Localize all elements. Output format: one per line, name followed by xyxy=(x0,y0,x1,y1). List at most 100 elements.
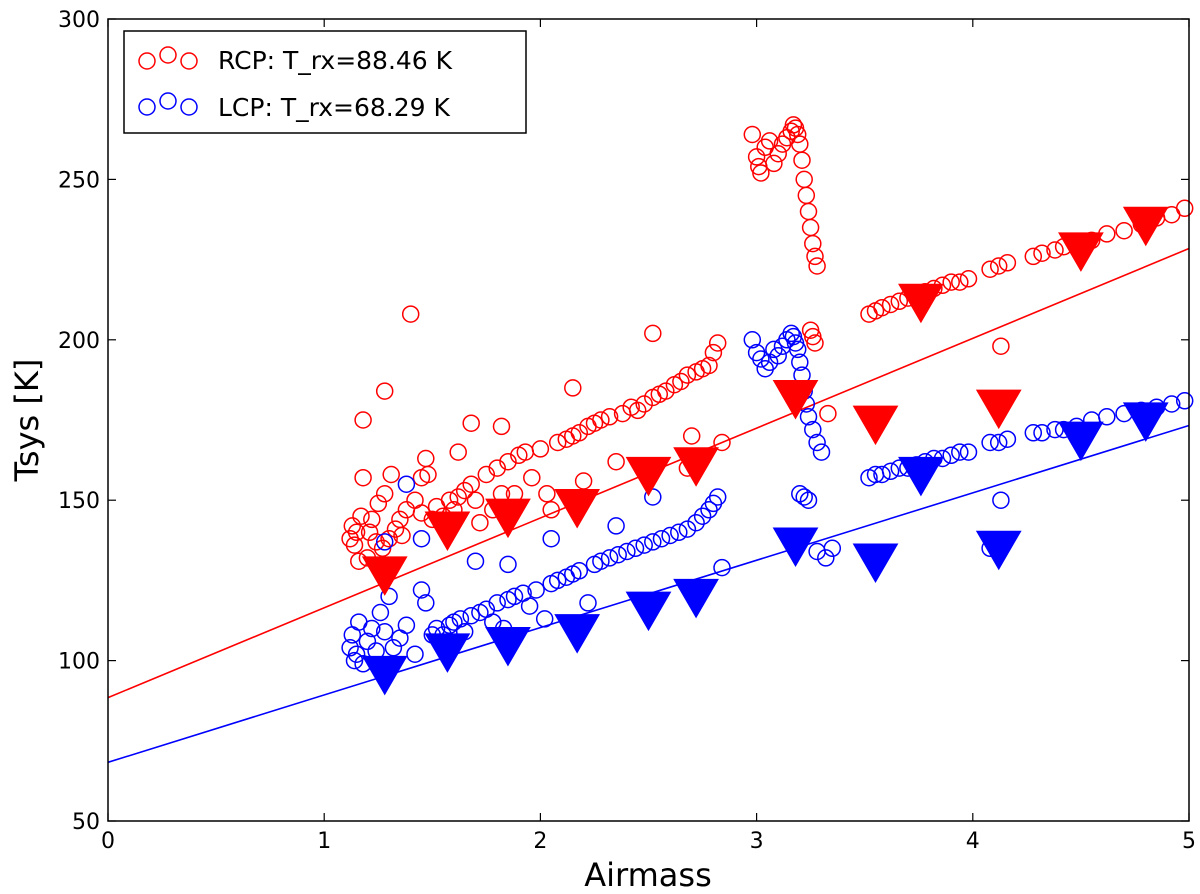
y-tick-label: 150 xyxy=(58,489,100,514)
axis-ticks: 0 1 2 3 4 5 50 100 150 200 250 300 xyxy=(58,8,1196,854)
lcp-average-marker xyxy=(424,633,471,673)
lcp-point xyxy=(998,430,1017,448)
rcp-point xyxy=(488,459,506,477)
rcp-point xyxy=(380,529,398,548)
rcp-point xyxy=(752,164,770,182)
rcp-point xyxy=(350,552,368,570)
lcp-point xyxy=(693,507,712,525)
rcp-point xyxy=(538,485,556,503)
rcp-point xyxy=(542,501,560,519)
rcp-point xyxy=(382,465,400,484)
x-tick-label: 3 xyxy=(750,829,764,854)
lcp-point xyxy=(1175,392,1194,410)
rcp-point xyxy=(492,417,511,436)
rcp-point xyxy=(564,379,582,397)
lcp-average-marker xyxy=(361,655,408,696)
rcp-average-marker xyxy=(852,405,899,446)
lcp-point xyxy=(752,350,770,368)
rcp-point xyxy=(499,452,517,471)
lcp-average-marker xyxy=(1122,402,1169,442)
lcp-point xyxy=(817,549,835,567)
rcp-point xyxy=(628,401,647,420)
rcp-average-marker xyxy=(1122,206,1169,247)
rcp-average-marker xyxy=(361,556,408,596)
legend-box xyxy=(123,30,527,134)
rcp-point xyxy=(682,427,701,445)
rcp-point xyxy=(354,411,372,429)
lcp-point xyxy=(1033,424,1051,442)
lcp-point xyxy=(626,539,645,558)
y-tick-label: 50 xyxy=(72,810,100,835)
rcp-point xyxy=(693,359,712,378)
lcp-point xyxy=(795,488,813,506)
rcp-point xyxy=(419,465,437,484)
rcp-point xyxy=(989,257,1008,275)
lcp-point xyxy=(341,639,359,657)
lcp-point xyxy=(1024,424,1043,442)
lcp-point xyxy=(782,324,800,343)
rcp-point xyxy=(449,443,467,461)
rcp-point xyxy=(564,427,582,445)
rcp-point xyxy=(881,295,900,314)
rcp-point xyxy=(1175,199,1194,218)
lcp-point xyxy=(380,587,398,606)
rcp-point xyxy=(347,523,366,542)
lcp-point xyxy=(488,594,506,612)
legend-label-rcp: RCP: T_rx=88.46 K xyxy=(218,46,453,75)
rcp-point xyxy=(516,443,535,461)
y-tick-label: 250 xyxy=(58,168,100,193)
rcp-point xyxy=(713,433,731,452)
data-points xyxy=(341,116,1194,673)
rcp-point xyxy=(574,472,593,490)
lcp-point xyxy=(812,443,831,461)
rcp-point xyxy=(806,334,824,352)
rcp-point xyxy=(765,154,783,173)
rcp-point xyxy=(531,440,550,458)
rcp-point xyxy=(1115,221,1133,240)
lcp-point xyxy=(564,565,582,583)
lcp-point xyxy=(788,340,807,359)
rcp-point xyxy=(769,144,787,163)
rcp-point xyxy=(791,135,809,153)
rcp-point xyxy=(440,491,459,509)
lcp-point xyxy=(499,590,517,609)
lcp-point xyxy=(579,594,597,612)
lcp-point xyxy=(1098,408,1116,426)
legend-rcp-marker xyxy=(159,46,177,64)
rcp-point xyxy=(806,247,824,266)
lcp-point xyxy=(462,606,480,625)
rcp-point xyxy=(570,424,589,442)
lcp-point xyxy=(412,529,431,548)
lcp-average-marker xyxy=(673,578,719,619)
rcp-point xyxy=(650,385,669,404)
legend-lcp-marker xyxy=(159,92,177,110)
lcp-point xyxy=(992,491,1010,509)
x-tick-label: 0 xyxy=(101,829,115,854)
rcp-average-marker xyxy=(625,456,672,497)
legend: RCP: T_rx=88.46 K LCP: T_rx=68.29 K xyxy=(123,30,527,134)
rcp-point xyxy=(393,526,411,545)
rcp-point xyxy=(678,366,697,384)
rcp-point xyxy=(998,254,1017,272)
lcp-point xyxy=(505,587,524,606)
rcp-point xyxy=(1033,244,1051,262)
x-axis-title: Airmass xyxy=(584,856,712,894)
lcp-point xyxy=(635,536,653,554)
rcp-point xyxy=(401,305,420,323)
x-tick-label: 4 xyxy=(966,829,980,854)
rcp-average-marker xyxy=(898,283,944,324)
lcp-point xyxy=(670,523,688,542)
rcp-point xyxy=(942,273,960,291)
x-tick-label: 1 xyxy=(317,829,331,854)
lcp-point xyxy=(959,443,978,461)
lcp-point xyxy=(799,491,818,509)
lcp-average-marker xyxy=(772,527,819,568)
rcp-point xyxy=(523,468,541,487)
lcp-point xyxy=(358,632,377,651)
y-tick-label: 100 xyxy=(58,650,100,675)
lcp-point xyxy=(743,331,762,349)
rcp-point xyxy=(352,507,370,525)
rcp-average-marker xyxy=(975,389,1022,430)
plot-frame xyxy=(107,18,1190,822)
rcp-point xyxy=(743,125,762,144)
